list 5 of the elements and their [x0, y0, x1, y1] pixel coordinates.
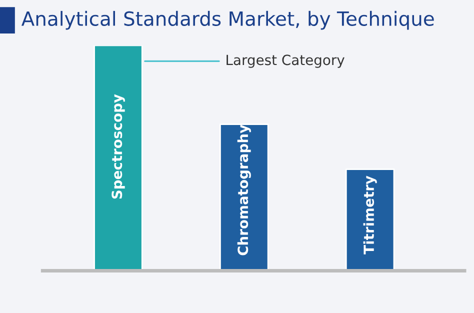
annotation: Largest Category [226, 54, 344, 68]
x-tick-label: Chromatography [237, 124, 251, 256]
x-tick-label: Titrimetry [363, 176, 377, 254]
chart-title: Analytical Standards Market, by Technique [21, 10, 434, 30]
x-tick-label: Spectroscopy [112, 94, 125, 199]
